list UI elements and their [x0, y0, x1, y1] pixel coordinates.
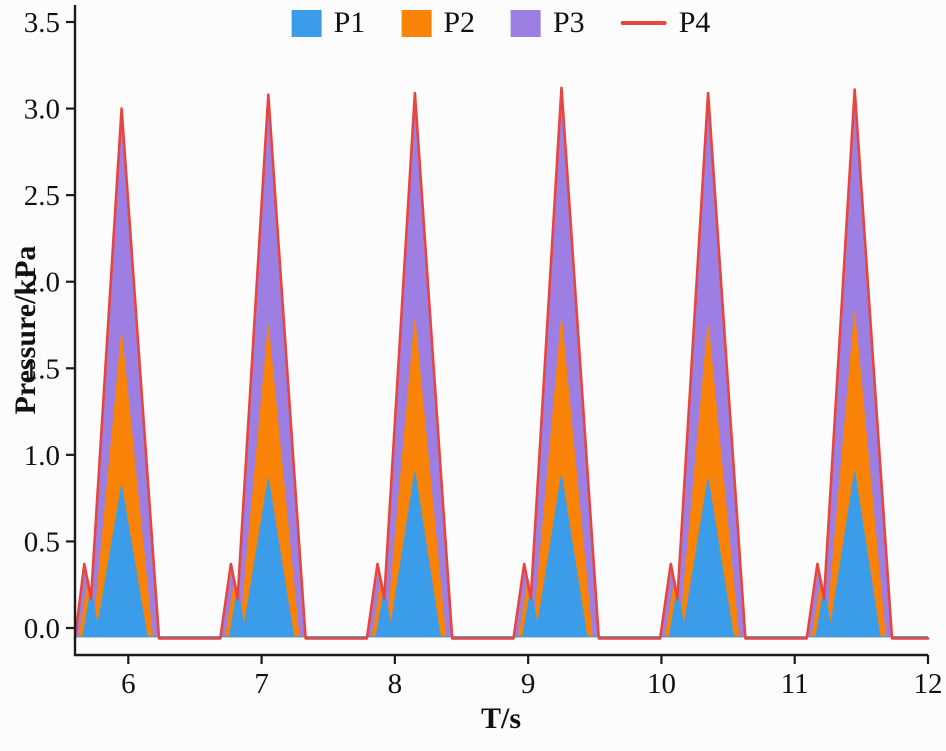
legend-item-p2: P2 [401, 8, 475, 38]
legend-label-p4: P4 [678, 6, 711, 39]
y-tick-label: 3.0 [24, 94, 60, 126]
legend-item-p1: P1 [291, 6, 366, 39]
x-tick-label: 9 [521, 668, 536, 700]
legend-line-p4-icon [620, 21, 667, 25]
y-tick-label: 0.5 [24, 526, 60, 558]
x-tick-label: 12 [914, 668, 943, 700]
series-p2-area [75, 312, 928, 638]
y-tick-label: 3.5 [24, 7, 60, 39]
x-tick-label: 11 [781, 668, 809, 700]
legend-item-p3: P3 [511, 8, 585, 38]
x-tick-label: 6 [121, 668, 136, 700]
legend: P1 P2 P3 P4 [291, 6, 711, 39]
x-tick-label: 8 [388, 668, 403, 700]
y-tick-label: 2.0 [24, 267, 60, 299]
axis-spines [73, 5, 928, 657]
legend-swatch-p3-icon [511, 9, 541, 37]
series-p3-area [74, 94, 928, 638]
legend-item-p4: P4 [620, 6, 711, 39]
legend-swatch-p2-icon [401, 9, 432, 37]
x-tick-label: 10 [647, 668, 676, 700]
y-tick-label: 1.5 [24, 353, 60, 385]
y-tick-label: 2.5 [24, 180, 60, 212]
legend-label-p3: P3 [553, 6, 585, 39]
legend-label-p1: P1 [333, 6, 366, 39]
x-tick-label: 7 [254, 668, 269, 700]
series-p1-area [75, 472, 928, 638]
x-axis-title: T/s [480, 702, 522, 735]
legend-swatch-p1-icon [291, 9, 322, 37]
y-tick-label: 0.0 [24, 613, 60, 645]
legend-label-p2: P2 [443, 6, 475, 39]
y-axis-title: Pressure/kPa [9, 245, 42, 415]
series-p4-line [73, 86, 930, 640]
y-tick-label: 1.0 [24, 440, 60, 472]
